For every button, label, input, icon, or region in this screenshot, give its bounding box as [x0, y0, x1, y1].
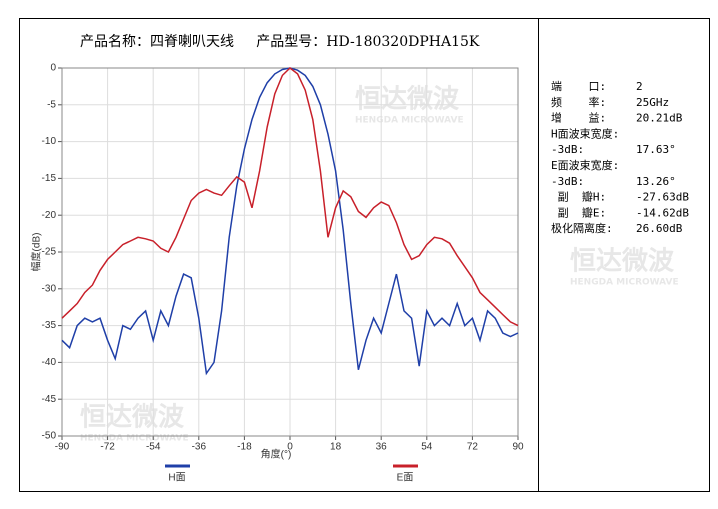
y-axis-label: 幅度(dB)	[30, 233, 43, 272]
spec-label: 副 瓣E:	[551, 205, 606, 219]
spec-value: 20.21dB	[636, 112, 683, 125]
x-tick-label: -54	[146, 442, 161, 453]
x-tick-label: -72	[100, 442, 115, 453]
x-tick-label: -90	[55, 442, 70, 453]
x-tick-label: 90	[512, 442, 524, 453]
watermark-en: HENGDA MICROWAVE	[355, 116, 464, 126]
series-line	[61, 67, 519, 327]
x-tick-label: 54	[421, 442, 433, 453]
x-tick-label: -36	[192, 442, 207, 453]
spec-label: 极化隔离度:	[551, 221, 613, 235]
chart-title: 产品名称：四脊喇叭天线 产品型号：HD-180320DPHA15K	[80, 34, 480, 50]
legend-label: H面	[168, 473, 185, 484]
y-tick-label: -20	[42, 210, 57, 221]
x-tick-label: 0	[287, 442, 293, 453]
spec-value: 17.63°	[636, 143, 676, 156]
spec-value: -14.62dB	[636, 206, 689, 219]
spec-value: -27.63dB	[636, 191, 689, 204]
spec-label: 频 率:	[551, 95, 606, 109]
y-tick-label: -25	[42, 247, 57, 258]
x-axis-label: 角度(°)	[261, 448, 292, 461]
spec-label: -3dB:	[551, 175, 584, 188]
y-tick-label: -40	[42, 357, 57, 368]
spec-value: 2	[636, 80, 643, 93]
x-tick-label: 36	[376, 442, 388, 453]
y-tick-label: -5	[47, 99, 56, 110]
x-tick-label: 18	[330, 442, 342, 453]
watermark: 恒达微波	[80, 402, 185, 433]
spec-label: -3dB:	[551, 143, 584, 156]
frame	[19, 18, 710, 492]
x-tick-label: -18	[237, 442, 252, 453]
spec-label: 副 瓣H:	[551, 190, 606, 204]
y-tick-label: -35	[42, 320, 57, 331]
y-tick-label: -10	[42, 136, 57, 147]
spec-value: 13.26°	[636, 175, 676, 188]
legend-label: E面	[397, 473, 414, 484]
spec-label: 增 益:	[551, 111, 606, 125]
y-tick-label: 0	[50, 63, 56, 74]
spec-value: 25GHz	[636, 96, 669, 109]
y-tick-label: -50	[42, 431, 57, 442]
spec-label: 端 口:	[551, 80, 606, 93]
y-tick-label: -45	[42, 394, 57, 405]
watermark: 恒达微波	[570, 246, 675, 277]
spec-value: 26.60dB	[636, 222, 683, 235]
x-tick-label: 72	[467, 442, 479, 453]
watermark-en: HENGDA MICROWAVE	[570, 278, 679, 288]
spec-label: H面波束宽度:	[551, 126, 619, 140]
y-tick-label: -30	[42, 283, 57, 294]
spec-label: E面波束宽度:	[551, 158, 619, 172]
y-tick-label: -15	[42, 173, 57, 184]
watermark: 恒达微波	[355, 84, 460, 115]
watermark-en: HENGDA MICROWAVE	[80, 434, 189, 444]
